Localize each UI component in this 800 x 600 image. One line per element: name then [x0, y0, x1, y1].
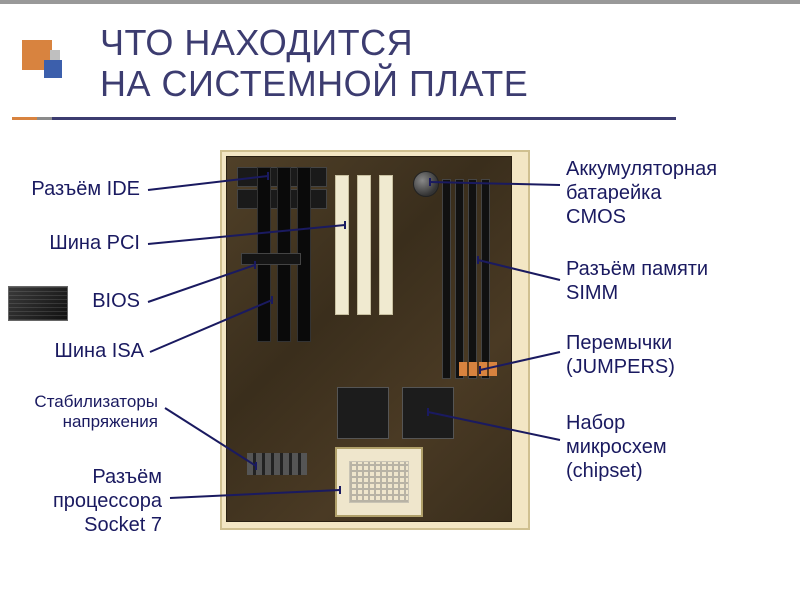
label-batt-1: Аккумуляторная: [566, 158, 717, 180]
label-chip-2: микросхем: [566, 436, 667, 458]
label-cpu-2: процессора: [53, 490, 162, 512]
label-jump-2: (JUMPERS): [566, 356, 675, 378]
title-underline-accent: [12, 117, 37, 120]
cpu-socket: [335, 447, 423, 517]
bios-chip-thumbnail: [8, 286, 68, 321]
label-isa: Шина ISA: [55, 340, 144, 362]
pci-slot: [357, 175, 371, 315]
pci-slot: [379, 175, 393, 315]
label-ide: Разъём IDE: [31, 178, 140, 200]
label-jump-1: Перемычки: [566, 332, 672, 354]
label-chip-3: (chipset): [566, 460, 643, 482]
title-underline-mid: [37, 117, 52, 120]
page-title: ЧТО НАХОДИТСЯ НА СИСТЕМНОЙ ПЛАТЕ: [100, 22, 528, 105]
top-separator: [0, 0, 800, 4]
title-line1: ЧТО НАХОДИТСЯ: [100, 22, 413, 63]
jumpers-block: [459, 362, 497, 376]
label-bios: BIOS: [92, 290, 140, 312]
motherboard-diagram: [220, 150, 530, 560]
label-pci: Шина PCI: [49, 232, 140, 254]
simm-slot: [481, 179, 490, 379]
label-batt-2: батарейка: [566, 182, 661, 204]
label-stab-2: напряжения: [63, 412, 158, 431]
label-cpu-1: Разъём: [92, 466, 162, 488]
label-chip-1: Набор: [566, 412, 625, 434]
title-bullet: [22, 40, 72, 90]
board-pcb: [226, 156, 512, 522]
simm-slot: [442, 179, 451, 379]
cmos-battery: [413, 171, 439, 197]
chipset-chip: [402, 387, 454, 439]
label-cpu-3: Socket 7: [84, 514, 162, 536]
label-simm-2: SIMM: [566, 282, 618, 304]
voltage-regulators: [247, 453, 307, 475]
bios-chip: [241, 253, 301, 265]
title-line2: НА СИСТЕМНОЙ ПЛАТЕ: [100, 63, 528, 104]
simm-slot: [468, 179, 477, 379]
simm-slot: [455, 179, 464, 379]
label-batt-3: CMOS: [566, 206, 626, 228]
pci-slot: [335, 175, 349, 315]
chipset-chip: [337, 387, 389, 439]
label-stab-1: Стабилизаторы: [34, 392, 158, 411]
label-simm-1: Разъём памяти: [566, 258, 708, 280]
title-underline: [12, 117, 676, 120]
